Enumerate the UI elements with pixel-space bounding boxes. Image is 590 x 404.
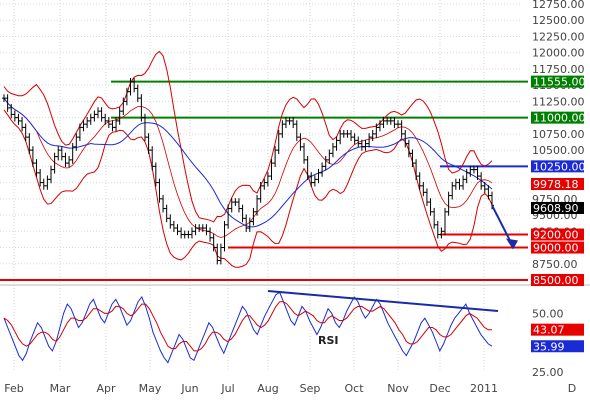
- price-value-label: 9200.00: [531, 228, 584, 242]
- svg-text:8500.00: 8500.00: [533, 274, 579, 287]
- rsi-label: RSI: [318, 334, 339, 347]
- bollinger-bands: [3, 50, 493, 268]
- bollinger-middle-line: [3, 97, 493, 238]
- y-tick-label: 10750.00: [532, 128, 585, 141]
- price-bars: [2, 78, 494, 265]
- svg-text:11000.00: 11000.00: [533, 112, 586, 125]
- moving-average: [3, 97, 493, 228]
- bollinger-upper-line: [3, 50, 493, 223]
- x-tick-label: Jul: [220, 382, 234, 395]
- y-tick-label: 12000.00: [532, 47, 585, 60]
- y-tick-label: 12750.00: [532, 0, 585, 11]
- x-tick-label: Mar: [50, 382, 71, 395]
- rsi-value-label: 35.99: [531, 340, 584, 353]
- x-tick-label: Oct: [344, 382, 364, 395]
- svg-text:10250.00: 10250.00: [533, 160, 586, 173]
- rsi-y-tick-label: 50.00: [532, 307, 564, 320]
- rsi-signal-line: [3, 301, 492, 352]
- x-tick-label: Feb: [4, 382, 23, 395]
- svg-text:9200.00: 9200.00: [533, 229, 579, 242]
- svg-text:35.99: 35.99: [533, 340, 565, 353]
- bollinger-lower-line: [3, 109, 493, 268]
- y-tick-label: 11750.00: [532, 63, 585, 76]
- x-tick-label: D: [568, 382, 576, 395]
- x-tick-label: 2011: [470, 382, 498, 395]
- price-value-label: 9608.90: [531, 201, 584, 215]
- x-tick-label: Sep: [300, 382, 321, 395]
- y-tick-label: 8750.00: [532, 258, 578, 271]
- x-tick-label: Apr: [96, 382, 116, 395]
- svg-text:11555.00: 11555.00: [533, 76, 586, 89]
- y-tick-label: 12500.00: [532, 14, 585, 27]
- y-tick-label: 12250.00: [532, 30, 585, 43]
- svg-text:9978.18: 9978.18: [533, 178, 579, 191]
- x-tick-label: Aug: [257, 382, 278, 395]
- rsi-value-label: 43.07: [531, 323, 584, 337]
- price-value-label: 11555.00: [531, 75, 586, 89]
- x-tick-label: Nov: [387, 382, 409, 395]
- rsi-trendline: [267, 290, 499, 312]
- moving-average-line: [3, 97, 493, 228]
- y-tick-label: 10500.00: [532, 144, 585, 157]
- svg-text:43.07: 43.07: [533, 324, 565, 337]
- price-value-label: 8500.00: [531, 274, 584, 287]
- price-value-label: 9000.00: [531, 241, 584, 255]
- rsi-y-tick-label: 25.00: [532, 366, 564, 379]
- y-tick-label: 11250.00: [532, 95, 585, 108]
- x-tick-label: May: [139, 382, 162, 395]
- svg-text:9608.90: 9608.90: [533, 202, 579, 215]
- arrow-shaft: [491, 204, 513, 245]
- price-value-label: 10250.00: [531, 160, 586, 173]
- svg-text:9000.00: 9000.00: [533, 242, 579, 255]
- price-annotations: 11555.00 11000.00 10250.00 9978.18 9608.90 92…: [531, 75, 586, 353]
- x-axis-ticks: Feb Mar Apr May Jun Jul Aug Sep Oct Nov Dec 2011 D: [4, 382, 576, 395]
- arrow-head: [506, 238, 518, 250]
- rsi-panel: [3, 290, 499, 364]
- x-tick-label: Jun: [180, 382, 198, 395]
- price-value-label: 9978.18: [531, 178, 584, 191]
- price-value-label: 11000.00: [531, 111, 586, 125]
- x-tick-label: Dec: [429, 382, 450, 395]
- forecast-arrow: [491, 204, 518, 250]
